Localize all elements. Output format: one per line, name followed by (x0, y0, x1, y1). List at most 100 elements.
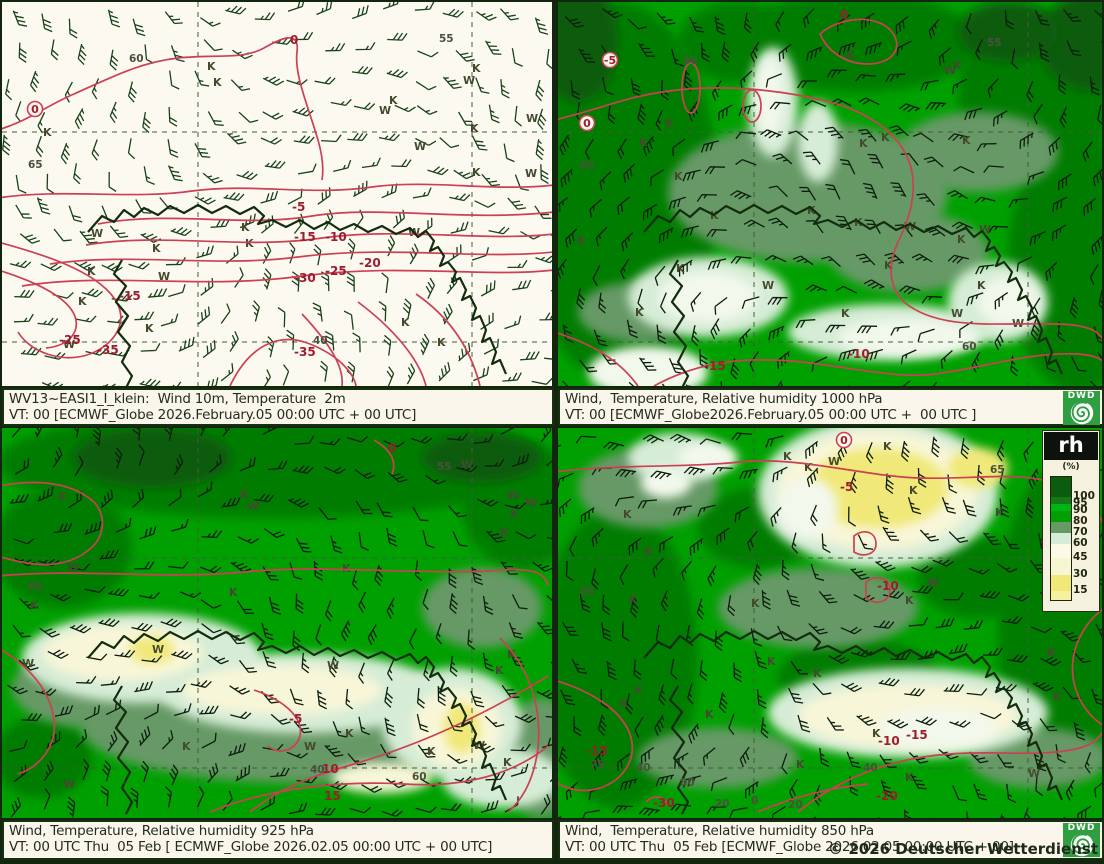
svg-text:K: K (437, 336, 446, 349)
svg-text:K: K (401, 316, 410, 329)
svg-text:K: K (207, 60, 216, 73)
legend-swatch (1051, 511, 1071, 522)
svg-text:K: K (783, 450, 792, 463)
svg-text:-25: -25 (325, 264, 347, 278)
svg-text:W: W (247, 500, 259, 513)
svg-text:K: K (995, 506, 1004, 519)
svg-text:0: 0 (840, 8, 848, 22)
svg-text:W: W (927, 576, 939, 589)
svg-text:K: K (389, 94, 398, 107)
svg-text:K: K (213, 76, 222, 89)
svg-text:W: W (463, 74, 475, 87)
svg-text:W: W (525, 496, 537, 509)
svg-text:65: 65 (28, 159, 43, 171)
svg-text:W: W (951, 307, 963, 320)
panel-title: WV13~EASI1_I_klein: Wind 10m, Temperatur… (9, 391, 346, 407)
graticule-layer (2, 2, 552, 386)
svg-text:K: K (905, 594, 914, 607)
svg-text:0: 0 (290, 33, 298, 47)
svg-text:W: W (152, 643, 164, 656)
graticule-layer (2, 428, 552, 818)
panel-validtime: VT: 00 [ECMWF_Globe 2026.February.05 00:… (9, 407, 417, 423)
coastline-layer (87, 629, 508, 815)
svg-text:W: W (904, 220, 916, 233)
svg-text:-10: -10 (878, 734, 900, 748)
svg-text:W: W (828, 455, 840, 468)
svg-text:65: 65 (580, 160, 595, 172)
svg-text:K: K (30, 599, 39, 612)
svg-text:10: 10 (322, 762, 339, 776)
map-layers: KKKWWKKKKKKWKKKKKKKWKWKW556065600-10-150… (558, 2, 1102, 386)
svg-text:K: K (1053, 690, 1062, 703)
caption-850hpa: Wind, Temperature, Relative humidity 850… (558, 820, 1104, 860)
svg-text:K: K (962, 134, 971, 147)
svg-text:40: 40 (310, 764, 325, 776)
svg-text:K: K (881, 131, 890, 144)
svg-text:K: K (472, 166, 481, 179)
svg-text:K: K (342, 562, 351, 575)
panel-validtime: VT: 00 [ECMWF_Globe2026.February.05 00:0… (565, 407, 977, 423)
panel-validtime: VT: 00 UTC Thu 05 Feb [ ECMWF_Globe 2026… (9, 839, 493, 855)
svg-text:K: K (500, 526, 509, 539)
legend-tick-label: 70 (1073, 526, 1088, 538)
svg-text:K: K (639, 136, 648, 149)
svg-text:K: K (884, 259, 893, 272)
legend-tick-label: 100 (1073, 490, 1095, 502)
svg-text:60: 60 (962, 341, 977, 353)
legend-swatch (1051, 544, 1071, 558)
svg-text:40: 40 (313, 335, 328, 347)
kw-markers-layer: WKKKKKKKKKKKKKKKKKWKKKWK (620, 440, 1062, 784)
coastline-layer (87, 203, 508, 386)
svg-text:W: W (22, 657, 34, 670)
svg-text:K: K (43, 126, 52, 139)
svg-text:K: K (1047, 646, 1056, 659)
map-canvas-1000hpa: KKKWWKKKKKKWKKKKKKKWKWKW556065600-10-150… (558, 2, 1102, 386)
panel-title: Wind, Temperature, Relative humidity 850… (565, 823, 874, 839)
svg-text:-15: -15 (906, 728, 928, 742)
svg-text:K: K (804, 461, 813, 474)
temperature-contours-layer (558, 460, 1102, 813)
svg-text:15: 15 (324, 789, 341, 803)
legend-swatch (1051, 533, 1071, 544)
legend-unit: (%) (1062, 462, 1080, 472)
panel-title: Wind, Temperature, Relative humidity 100… (565, 391, 883, 407)
svg-text:-15: -15 (586, 744, 608, 758)
svg-text:20: 20 (715, 798, 730, 810)
caption-wind10m-temp2m: WV13~EASI1_I_klein: Wind 10m, Temperatur… (2, 388, 554, 426)
svg-text:W: W (526, 112, 538, 125)
svg-text:K: K (953, 59, 962, 72)
svg-text:-5: -5 (289, 712, 302, 726)
legend-swatch (1051, 504, 1071, 511)
svg-text:K: K (78, 295, 87, 308)
svg-text:K: K (472, 62, 481, 75)
panel-title: Wind, Temperature, Relative humidity 925… (9, 823, 314, 839)
svg-text:K: K (507, 648, 516, 661)
svg-text:0: 0 (388, 441, 396, 455)
legend-tick-label: 15 (1073, 584, 1088, 596)
map-panel-925hpa: W K W W W W W K K W W W K W K W K K K K K K K K 55 65 40 60 0 -5 10 15 (2, 428, 552, 818)
svg-text:-35: -35 (97, 343, 119, 357)
svg-text:0: 0 (840, 434, 848, 447)
svg-text:K: K (635, 306, 644, 319)
svg-text:40: 40 (863, 762, 878, 774)
svg-text:-30: -30 (294, 271, 316, 285)
map-canvas-850hpa: WKKKKKKKKKKKKKKKKKWKKKWK6565754080200204… (558, 428, 1102, 818)
svg-text:0: 0 (751, 795, 758, 807)
caption-925hpa: Wind, Temperature, Relative humidity 925… (2, 820, 554, 860)
legend-title: rh (1044, 432, 1098, 460)
map-labels-layer: 55 60 65 60 0 -10 -15 0 -5 (578, 8, 1002, 373)
svg-text:-20: -20 (359, 256, 381, 270)
svg-text:K: K (846, 49, 855, 62)
temperature-contours-layer (2, 439, 549, 813)
svg-text:W: W (63, 778, 75, 791)
svg-text:W: W (507, 489, 519, 502)
legend-tick-label: 80 (1073, 515, 1088, 527)
svg-text:K: K (676, 262, 685, 275)
rh-legend: rh (%) 100 95 90 80 70 60 45 30 15 (1042, 430, 1100, 612)
svg-text:-5: -5 (604, 54, 616, 67)
map-panel-wind10m-temp2m: K W W W W K W K K K K K K W K K K K W W W K K K 55 60 65 40 0 -5 -15 -1… (2, 2, 552, 386)
svg-text:K: K (152, 242, 161, 255)
